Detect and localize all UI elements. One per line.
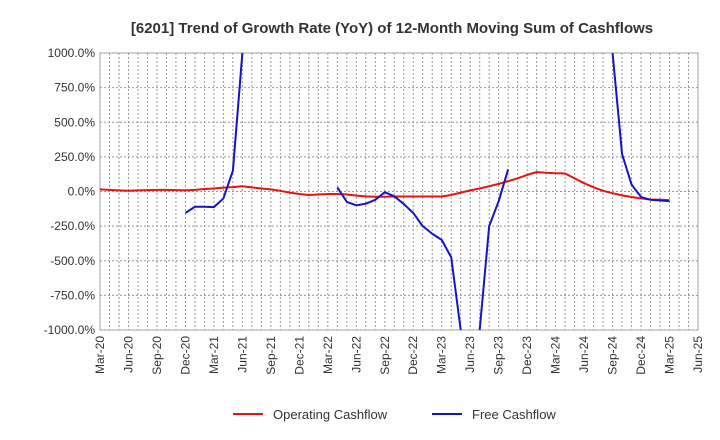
plot-area bbox=[99, 52, 699, 331]
y-tick-label: -250.0% bbox=[50, 219, 95, 233]
x-tick-label: Jun-20 bbox=[121, 336, 135, 373]
x-tick-label: Sep-20 bbox=[150, 336, 164, 375]
y-tick-label: -1000.0% bbox=[44, 323, 96, 337]
legend-label: Free Cashflow bbox=[472, 407, 556, 422]
x-tick-label: Dec-20 bbox=[178, 336, 192, 375]
x-tick-label: Mar-25 bbox=[663, 336, 677, 374]
y-tick-label: -500.0% bbox=[50, 254, 95, 268]
legend-label: Operating Cashflow bbox=[273, 407, 388, 422]
x-tick-label: Dec-22 bbox=[406, 336, 420, 375]
y-tick-label: 250.0% bbox=[54, 150, 95, 164]
y-tick-label: 500.0% bbox=[54, 115, 95, 129]
series-line-segment bbox=[611, 53, 670, 203]
series-2 bbox=[184, 53, 670, 330]
x-tick-label: Jun-25 bbox=[691, 336, 705, 373]
series-line-segment bbox=[100, 171, 670, 202]
series-layer bbox=[100, 53, 670, 330]
legend: Operating Cashflow Free Cashflow bbox=[233, 407, 556, 422]
x-tick-label: Mar-24 bbox=[549, 336, 563, 374]
x-tick-label: Mar-20 bbox=[93, 336, 107, 374]
chart-title: [6201] Trend of Growth Rate (YoY) of 12-… bbox=[131, 20, 653, 37]
y-tick-label: 750.0% bbox=[54, 81, 95, 95]
series-line-segment bbox=[184, 53, 244, 214]
y-tick-label: 0.0% bbox=[68, 185, 96, 199]
legend-item: Free Cashflow bbox=[432, 407, 556, 422]
x-tick-label: Jun-21 bbox=[235, 336, 249, 373]
axis-layer: 1000.0% 750.0% 500.0% 250.0% 0.0% -250.0% -500… bbox=[44, 46, 705, 375]
grid-layer bbox=[99, 52, 699, 331]
y-tick-label: -750.0% bbox=[50, 288, 95, 302]
series-line-segment bbox=[478, 169, 510, 330]
x-tick-label: Jun-24 bbox=[577, 336, 591, 373]
x-tick-label: Jun-22 bbox=[349, 336, 363, 373]
x-tick-label: Sep-22 bbox=[378, 336, 392, 375]
x-tick-label: Mar-22 bbox=[321, 336, 335, 374]
legend-item: Operating Cashflow bbox=[233, 407, 388, 422]
x-tick-label: Mar-23 bbox=[435, 336, 449, 374]
series-1 bbox=[100, 171, 670, 202]
x-tick-label: Mar-21 bbox=[207, 336, 221, 374]
x-tick-label: Sep-23 bbox=[492, 336, 506, 375]
y-tick-label: 1000.0% bbox=[48, 46, 96, 60]
series-line-segment bbox=[336, 186, 462, 330]
x-tick-label: Dec-24 bbox=[634, 336, 648, 375]
x-tick-label: Jun-23 bbox=[463, 336, 477, 373]
x-tick-label: Sep-21 bbox=[264, 336, 278, 375]
x-tick-label: Sep-24 bbox=[606, 336, 620, 375]
x-tick-label: Dec-21 bbox=[292, 336, 306, 375]
x-tick-label: Dec-23 bbox=[520, 336, 534, 375]
